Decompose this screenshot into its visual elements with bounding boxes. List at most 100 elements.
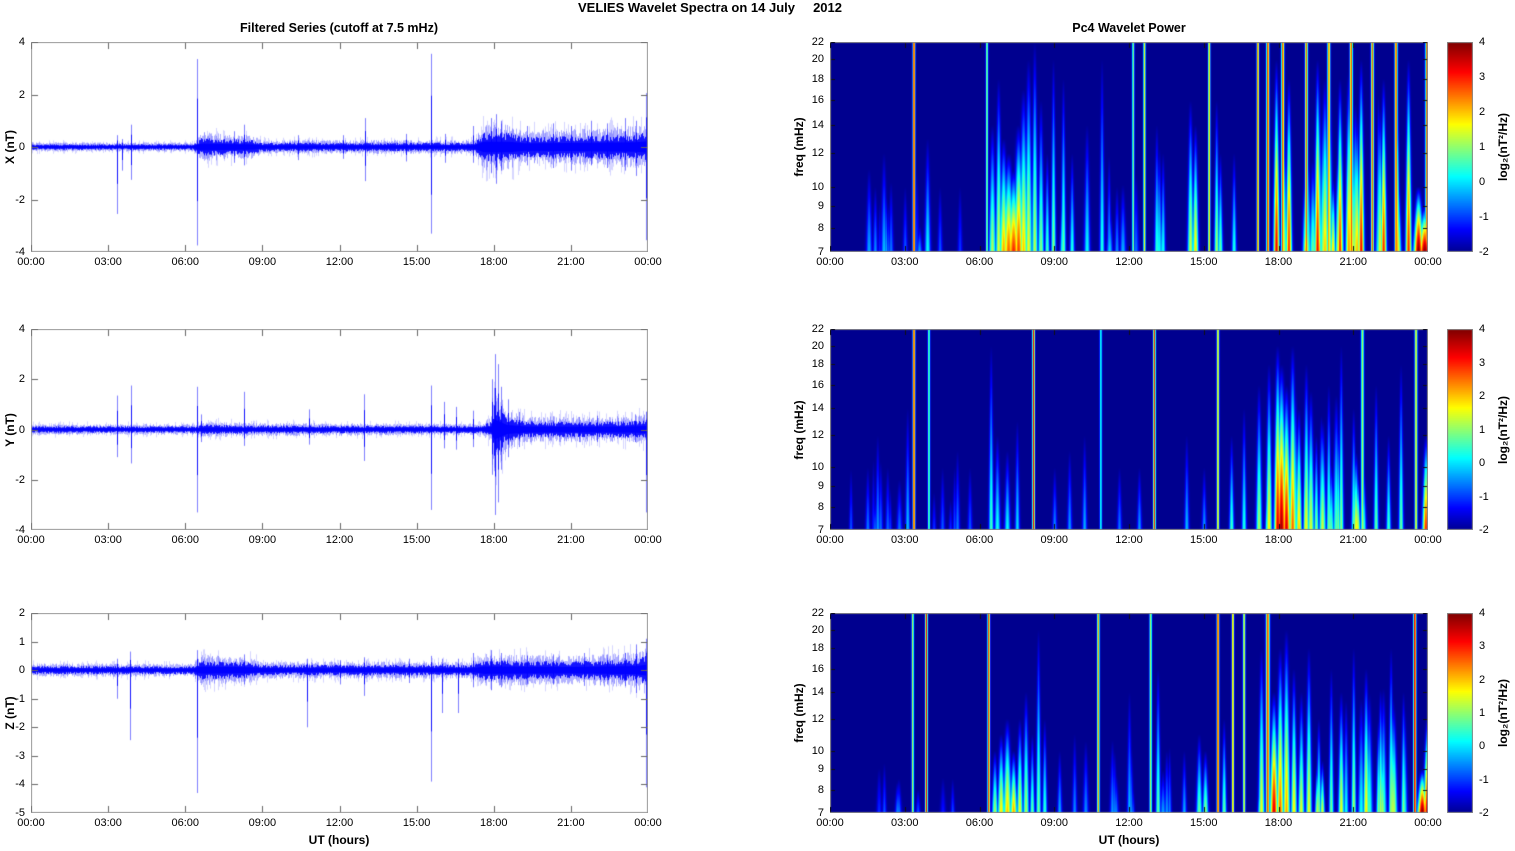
colorbar-label-1: log₂(nT²/Hz)	[1496, 113, 1510, 181]
freq-tick-label: 14	[811, 685, 824, 698]
y-tick-label: -2	[15, 473, 25, 486]
x-tick-label: 12:00	[1115, 534, 1143, 546]
x-axis-label-right: UT (hours)	[1098, 833, 1160, 847]
y-tick-label: -5	[15, 807, 25, 819]
y-axis-label-x: X (nT)	[3, 130, 17, 164]
colorbar-tick-label: 2	[1479, 390, 1486, 402]
x-tick-label: 00:00	[634, 534, 662, 546]
y-tick-label: -3	[15, 749, 25, 762]
colorbar-tick-label: 0	[1479, 176, 1486, 188]
freq-tick-label: 7	[817, 246, 824, 258]
x-tick-label: 15:00	[1189, 534, 1218, 546]
freq-tick-label: 8	[817, 783, 824, 796]
freq-tick-label: 22	[811, 36, 824, 48]
freq-tick-label: 16	[811, 94, 824, 107]
freq-axis-label-2: freq (mHz)	[792, 399, 806, 460]
y-tick-label: 2	[18, 607, 25, 619]
colorbar-tick-label: -1	[1479, 211, 1489, 223]
x-tick-label: 18:00	[479, 534, 508, 546]
freq-tick-label: 14	[811, 402, 824, 415]
colorbar-tick-label: -2	[1479, 524, 1489, 536]
colorbar-tick-label: 4	[1479, 607, 1486, 619]
x-tick-label: 12:00	[1115, 256, 1143, 268]
x-tick-label: 18:00	[1264, 256, 1293, 268]
y-tick-label: 2	[18, 373, 25, 386]
colorbar-tick-label: 3	[1479, 71, 1486, 83]
x-tick-label: 21:00	[1339, 817, 1368, 829]
colorbar-label-2: log₂(nT²/Hz)	[1496, 395, 1510, 464]
colorbar-tick-label: 1	[1479, 707, 1486, 719]
x-tick-label: 03:00	[890, 817, 919, 829]
y-axis-label-y: Y (nT)	[3, 412, 17, 447]
freq-tick-label: 9	[817, 479, 824, 492]
x-tick-label: 15:00	[402, 256, 431, 268]
freq-tick-label: 20	[811, 339, 824, 352]
colorbar-tick-label: -1	[1479, 773, 1489, 786]
colorbar-tick-label: 4	[1479, 323, 1486, 335]
colorbar-tick-label: 1	[1479, 141, 1486, 153]
freq-tick-label: 16	[811, 662, 824, 675]
x-tick-label: 09:00	[248, 534, 277, 546]
x-tick-label: 00:00	[634, 817, 662, 829]
freq-tick-label: 9	[817, 199, 824, 212]
x-tick-label: 00:00	[816, 256, 844, 268]
x-tick-label: 18:00	[1264, 534, 1293, 546]
spectrogram-plot-y	[830, 329, 1428, 530]
x-tick-label: 21:00	[557, 534, 585, 546]
y-tick-label: -4	[15, 778, 25, 791]
colorbar-tick-label: 4	[1479, 36, 1486, 48]
figure-title: VELIES Wavelet Spectra on 14 July 2012	[578, 0, 842, 15]
x-tick-label: 00:00	[17, 534, 45, 546]
x-tick-label: 21:00	[1339, 534, 1368, 546]
freq-tick-label: 8	[817, 221, 824, 234]
freq-tick-label: 9	[817, 763, 824, 776]
x-tick-label: 06:00	[171, 256, 200, 268]
colorbar-tick-label: 0	[1479, 457, 1486, 469]
freq-tick-label: 10	[811, 744, 824, 757]
freq-axis-label-3: freq (mHz)	[792, 683, 806, 743]
y-tick-label: -2	[15, 721, 25, 734]
x-tick-label: 18:00	[1264, 817, 1293, 829]
freq-tick-label: 18	[811, 72, 824, 85]
colorbar-y	[1447, 329, 1473, 530]
x-tick-label: 03:00	[94, 256, 122, 268]
x-tick-label: 09:00	[1040, 534, 1069, 546]
x-tick-label: 21:00	[557, 817, 585, 829]
freq-tick-label: 14	[811, 118, 824, 131]
timeseries-plot-y	[31, 329, 648, 530]
colorbar-tick-label: 3	[1479, 640, 1486, 653]
freq-tick-label: 18	[811, 642, 824, 655]
x-tick-label: 00:00	[634, 256, 662, 268]
freq-tick-label: 22	[811, 607, 824, 619]
y-tick-label: 1	[18, 635, 25, 648]
freq-tick-label: 10	[811, 461, 824, 474]
timeseries-plot-z	[31, 613, 648, 813]
x-tick-label: 06:00	[965, 817, 994, 829]
x-tick-label: 03:00	[890, 256, 919, 268]
freq-tick-label: 12	[811, 712, 824, 725]
colorbar-tick-label: -1	[1479, 490, 1489, 503]
freq-tick-label: 7	[817, 807, 824, 819]
x-tick-label: 09:00	[1040, 817, 1069, 829]
freq-tick-label: 8	[817, 500, 824, 513]
x-tick-label: 03:00	[94, 534, 122, 546]
x-tick-label: 06:00	[171, 817, 200, 829]
x-tick-label: 00:00	[17, 817, 45, 829]
spectrogram-plot-x	[830, 42, 1428, 252]
y-tick-label: 2	[18, 88, 25, 101]
x-tick-label: 12:00	[325, 817, 354, 829]
colorbar-label-3: log₂(nT²/Hz)	[1496, 679, 1510, 747]
y-tick-label: -4	[15, 524, 25, 536]
colorbar-x	[1447, 42, 1473, 252]
colorbar-tick-label: 2	[1479, 106, 1486, 118]
timeseries-title: Filtered Series (cutoff at 7.5 mHz)	[240, 21, 438, 35]
x-tick-label: 18:00	[479, 256, 508, 268]
y-tick-label: 0	[18, 141, 25, 153]
colorbar-tick-label: -2	[1479, 807, 1489, 819]
freq-tick-label: 20	[811, 623, 824, 636]
x-tick-label: 06:00	[171, 534, 200, 546]
colorbar-tick-label: 3	[1479, 356, 1486, 369]
x-tick-label: 00:00	[17, 256, 45, 268]
spectrogram-plot-z	[830, 613, 1428, 813]
x-tick-label: 00:00	[816, 817, 844, 829]
